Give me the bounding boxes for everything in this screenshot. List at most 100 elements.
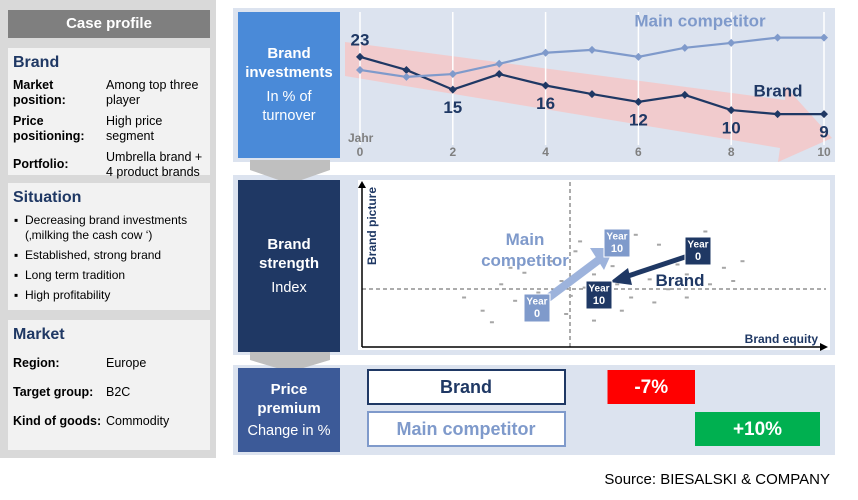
point	[721, 266, 726, 269]
section-subtitle: Change in %	[247, 422, 331, 439]
marker	[820, 33, 828, 42]
row: Target group: B2C	[13, 385, 205, 400]
x-tick-label: 4	[542, 145, 549, 159]
chart-subtitle: Index	[271, 279, 307, 296]
header-box	[238, 368, 340, 452]
value-label: -7%	[634, 377, 668, 398]
point	[647, 278, 652, 281]
section-heading: Situation	[13, 189, 82, 206]
marker	[634, 52, 643, 61]
point	[592, 273, 596, 276]
point	[573, 250, 578, 253]
case-profile-title: Case profile	[8, 10, 210, 38]
section-heading: Market	[13, 326, 65, 343]
marker	[402, 65, 411, 74]
header-box	[238, 180, 340, 352]
bar	[607, 370, 695, 404]
value: B2C	[106, 385, 131, 399]
year-value: 10	[611, 243, 623, 255]
point	[708, 283, 712, 286]
marker	[541, 81, 550, 90]
marker	[448, 70, 457, 79]
point	[633, 233, 638, 236]
x-tick-label: 8	[728, 145, 735, 159]
marker	[495, 70, 504, 79]
year-label: Year	[606, 232, 627, 243]
year-label: Year	[588, 284, 609, 295]
situation-section: Situation Decreasing brand investments (…	[8, 183, 210, 310]
year-label: Year	[526, 297, 547, 308]
row: Price positioning: High price segment	[13, 114, 205, 144]
list: Decreasing brand investments (‚milking t…	[13, 213, 205, 303]
series-label: Main competitor	[634, 11, 766, 30]
point	[675, 263, 680, 266]
point	[513, 299, 518, 302]
row: Region: Europe	[13, 356, 205, 371]
row-box	[367, 369, 566, 405]
marker	[588, 90, 596, 99]
point	[508, 266, 513, 269]
label: Price positioning:	[13, 114, 85, 143]
row-name: Brand	[440, 377, 492, 397]
chart-label: Brand investments In % of turnover	[238, 12, 340, 158]
marker	[541, 48, 550, 57]
point	[656, 243, 661, 246]
year-box	[684, 236, 712, 266]
point	[703, 230, 708, 233]
point	[684, 273, 689, 276]
value: Commodity	[106, 414, 170, 428]
label: Market position:	[13, 78, 66, 107]
year-value: 0	[534, 308, 540, 320]
x-axis-label: Jahr	[348, 131, 374, 145]
point	[731, 280, 736, 282]
point	[568, 294, 573, 297]
year-value: 0	[695, 251, 701, 263]
row-box	[367, 411, 566, 447]
arrow	[545, 255, 603, 302]
marker	[402, 72, 411, 81]
point	[610, 265, 615, 268]
chart-label: Brand strength Index	[238, 180, 340, 352]
flow-arrow	[250, 352, 330, 372]
marker	[773, 110, 782, 119]
point	[522, 271, 527, 274]
row: Portfolio: Umbrella brand + 4 product bra…	[13, 150, 205, 180]
year-box	[523, 293, 551, 323]
list-item: Decreasing brand investments (‚milking t…	[14, 213, 205, 243]
point	[480, 309, 485, 312]
year-box	[603, 228, 631, 258]
series-label: Brand	[753, 81, 802, 100]
point	[489, 321, 494, 324]
value-label: +10%	[733, 419, 782, 440]
chart-title: Brand strength	[259, 235, 319, 272]
header-box	[238, 12, 340, 158]
year-value: 10	[593, 295, 605, 307]
label: Portfolio:	[13, 157, 69, 171]
data-label: 23	[351, 30, 370, 49]
point	[578, 240, 583, 243]
point	[536, 291, 541, 294]
section-heading: Brand	[13, 54, 60, 71]
data-label: 12	[629, 110, 648, 129]
point	[615, 283, 620, 286]
marker	[773, 33, 782, 42]
row: Market position: Among top three player	[13, 78, 205, 108]
value: High price segment	[106, 114, 163, 143]
market-section: Market Region: Europe Target group: B2C Ki…	[8, 320, 210, 450]
list-item: Long term tradition	[14, 268, 205, 283]
section-title: Price premium	[257, 380, 321, 417]
label: Region:	[13, 356, 60, 370]
point	[666, 288, 671, 291]
chart-subtitle: In % of turnover	[262, 89, 316, 124]
label: Kind of goods:	[13, 414, 102, 428]
point	[740, 260, 745, 263]
point	[564, 313, 569, 315]
year-label: Year	[687, 240, 708, 251]
marker	[634, 97, 643, 106]
marker	[727, 106, 736, 115]
marker	[356, 65, 364, 74]
year-box	[585, 280, 613, 310]
list-item: Established, strong brand	[14, 248, 205, 263]
data-label: 15	[443, 98, 462, 117]
